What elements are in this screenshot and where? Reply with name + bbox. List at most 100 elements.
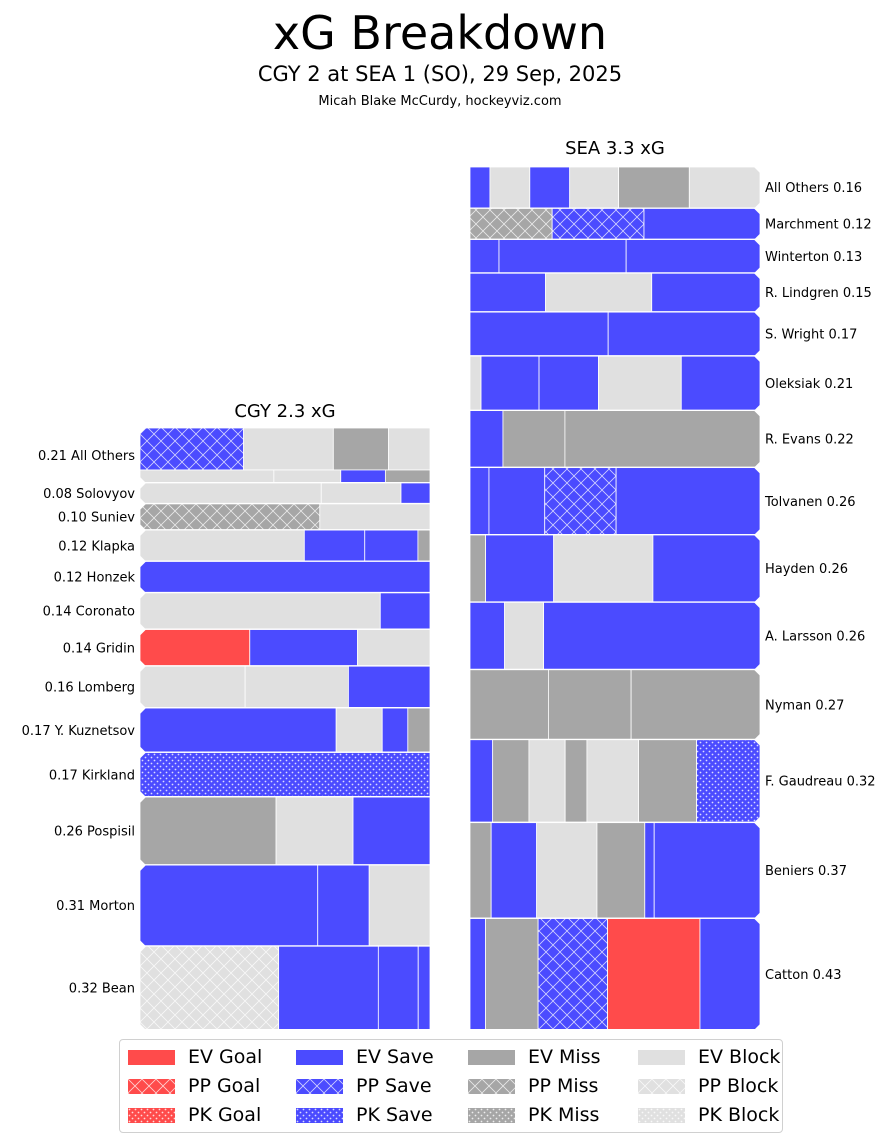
shot-segment-save <box>348 665 431 709</box>
block-notch <box>140 524 146 531</box>
shot-segment-save <box>651 272 761 313</box>
block-notch <box>754 356 760 363</box>
player-block: R. Evans 0.22 <box>469 410 854 469</box>
block-notch <box>754 535 760 542</box>
shot-segment-block <box>139 469 275 484</box>
player-label: 0.32 Bean <box>69 982 135 997</box>
shot-segment-block <box>569 166 620 209</box>
player-label: 0.21 All Others <box>38 449 135 464</box>
shot-segment-block <box>243 427 334 471</box>
shot-segment-miss <box>548 669 632 741</box>
page-subtitle: CGY 2 at SEA 1 (SO), 29 Sep, 2025 <box>257 62 623 86</box>
block-notch <box>140 503 146 510</box>
shot-segment-block <box>528 739 566 824</box>
player-block: A. Larsson 0.26 <box>469 601 865 671</box>
block-notch <box>754 912 760 919</box>
shot-segment-miss <box>502 410 566 469</box>
shot-segment-miss <box>139 796 277 866</box>
player-block: Nyman 0.27 <box>469 669 844 741</box>
block-notch <box>140 702 146 709</box>
block-notch <box>140 586 146 593</box>
shot-segment-save <box>680 355 761 412</box>
block-notch <box>140 865 146 872</box>
player-label: 0.10 Suniev <box>58 510 135 525</box>
shot-segment-miss <box>492 739 530 824</box>
shot-segment-miss <box>638 739 697 824</box>
shot-segment-block <box>319 503 431 531</box>
shot-segment-save <box>139 561 431 594</box>
shot-segment-save <box>469 739 494 824</box>
block-notch <box>754 822 760 829</box>
shot-segment-save <box>364 529 419 562</box>
shot-segment-save <box>699 918 761 1031</box>
shot-segment-block <box>388 427 431 471</box>
shot-segment-save <box>317 864 370 947</box>
legend-swatch <box>468 1108 515 1123</box>
shot-segment-block <box>139 592 381 630</box>
legend-label: EV Save <box>356 1046 434 1068</box>
shot-segment-save <box>551 208 645 240</box>
block-notch <box>140 476 146 483</box>
player-label: R. Evans 0.22 <box>765 433 854 448</box>
shot-segment-save <box>381 707 409 753</box>
team-panel-sea: SEA 3.3 xG All Others 0.16 Marchment 0.12 W… <box>469 138 876 1031</box>
block-notch <box>140 797 146 804</box>
player-label: A. Larsson 0.26 <box>765 630 865 645</box>
shot-segment-save <box>469 467 490 536</box>
block-notch <box>754 669 760 676</box>
block-notch <box>754 733 760 740</box>
player-block: 0.14 Gridin <box>63 629 431 668</box>
block-notch <box>140 592 146 599</box>
shot-segment-save <box>696 739 761 824</box>
legend-label: PP Goal <box>188 1075 261 1097</box>
shot-segment-save <box>278 945 379 1031</box>
block-notch <box>140 629 146 636</box>
player-label: F. Gaudreau 0.32 <box>765 775 876 790</box>
block-notch <box>140 746 146 753</box>
shot-segment-save <box>139 864 319 947</box>
player-label: Marchment 0.12 <box>765 218 872 233</box>
shot-segment-block <box>368 864 431 947</box>
shot-segment-save <box>615 467 761 536</box>
player-label: Hayden 0.26 <box>765 562 848 577</box>
legend-label: PK Miss <box>528 1104 600 1126</box>
block-notch <box>754 208 760 215</box>
player-label: R. Lindgren 0.15 <box>765 286 872 301</box>
legend-swatch <box>296 1050 343 1065</box>
shot-segment-block <box>335 707 383 753</box>
team-title: CGY 2.3 xG <box>234 401 335 422</box>
shot-segment-save <box>498 239 627 274</box>
block-notch <box>754 350 760 357</box>
shot-segment-save <box>469 601 505 671</box>
block-notch <box>754 529 760 536</box>
shot-segment-block <box>357 629 431 667</box>
block-notch <box>140 530 146 537</box>
player-block: 0.14 Coronato <box>43 592 431 631</box>
team-title: SEA 3.3 xG <box>565 138 665 159</box>
shot-segment-save <box>544 467 617 536</box>
legend-label: EV Miss <box>528 1046 601 1068</box>
block-notch <box>754 739 760 746</box>
block-notch <box>754 1024 760 1030</box>
player-block: 0.26 Pospisil <box>54 796 431 867</box>
player-label: 0.16 Lomberg <box>45 681 135 696</box>
shot-segment-save <box>377 945 419 1031</box>
shot-segment-save <box>469 918 486 1031</box>
shot-segment-save <box>490 822 538 919</box>
block-notch <box>140 660 146 667</box>
player-block: 0.17 Kirkland <box>49 752 431 799</box>
player-label: 0.31 Morton <box>56 899 135 914</box>
player-label: 0.12 Klapka <box>58 539 135 554</box>
shot-segment-save <box>303 529 366 562</box>
shot-segment-save <box>469 311 609 357</box>
legend-label: PK Goal <box>188 1104 262 1126</box>
shot-segment-save <box>653 822 761 919</box>
block-notch <box>754 233 760 240</box>
legend-swatch <box>128 1079 175 1094</box>
block-notch <box>140 1024 146 1030</box>
shot-segment-block <box>275 796 354 866</box>
block-notch <box>754 918 760 925</box>
player-block: 0.12 Klapka <box>58 529 431 563</box>
block-notch <box>140 666 146 673</box>
legend-swatch <box>128 1108 175 1123</box>
